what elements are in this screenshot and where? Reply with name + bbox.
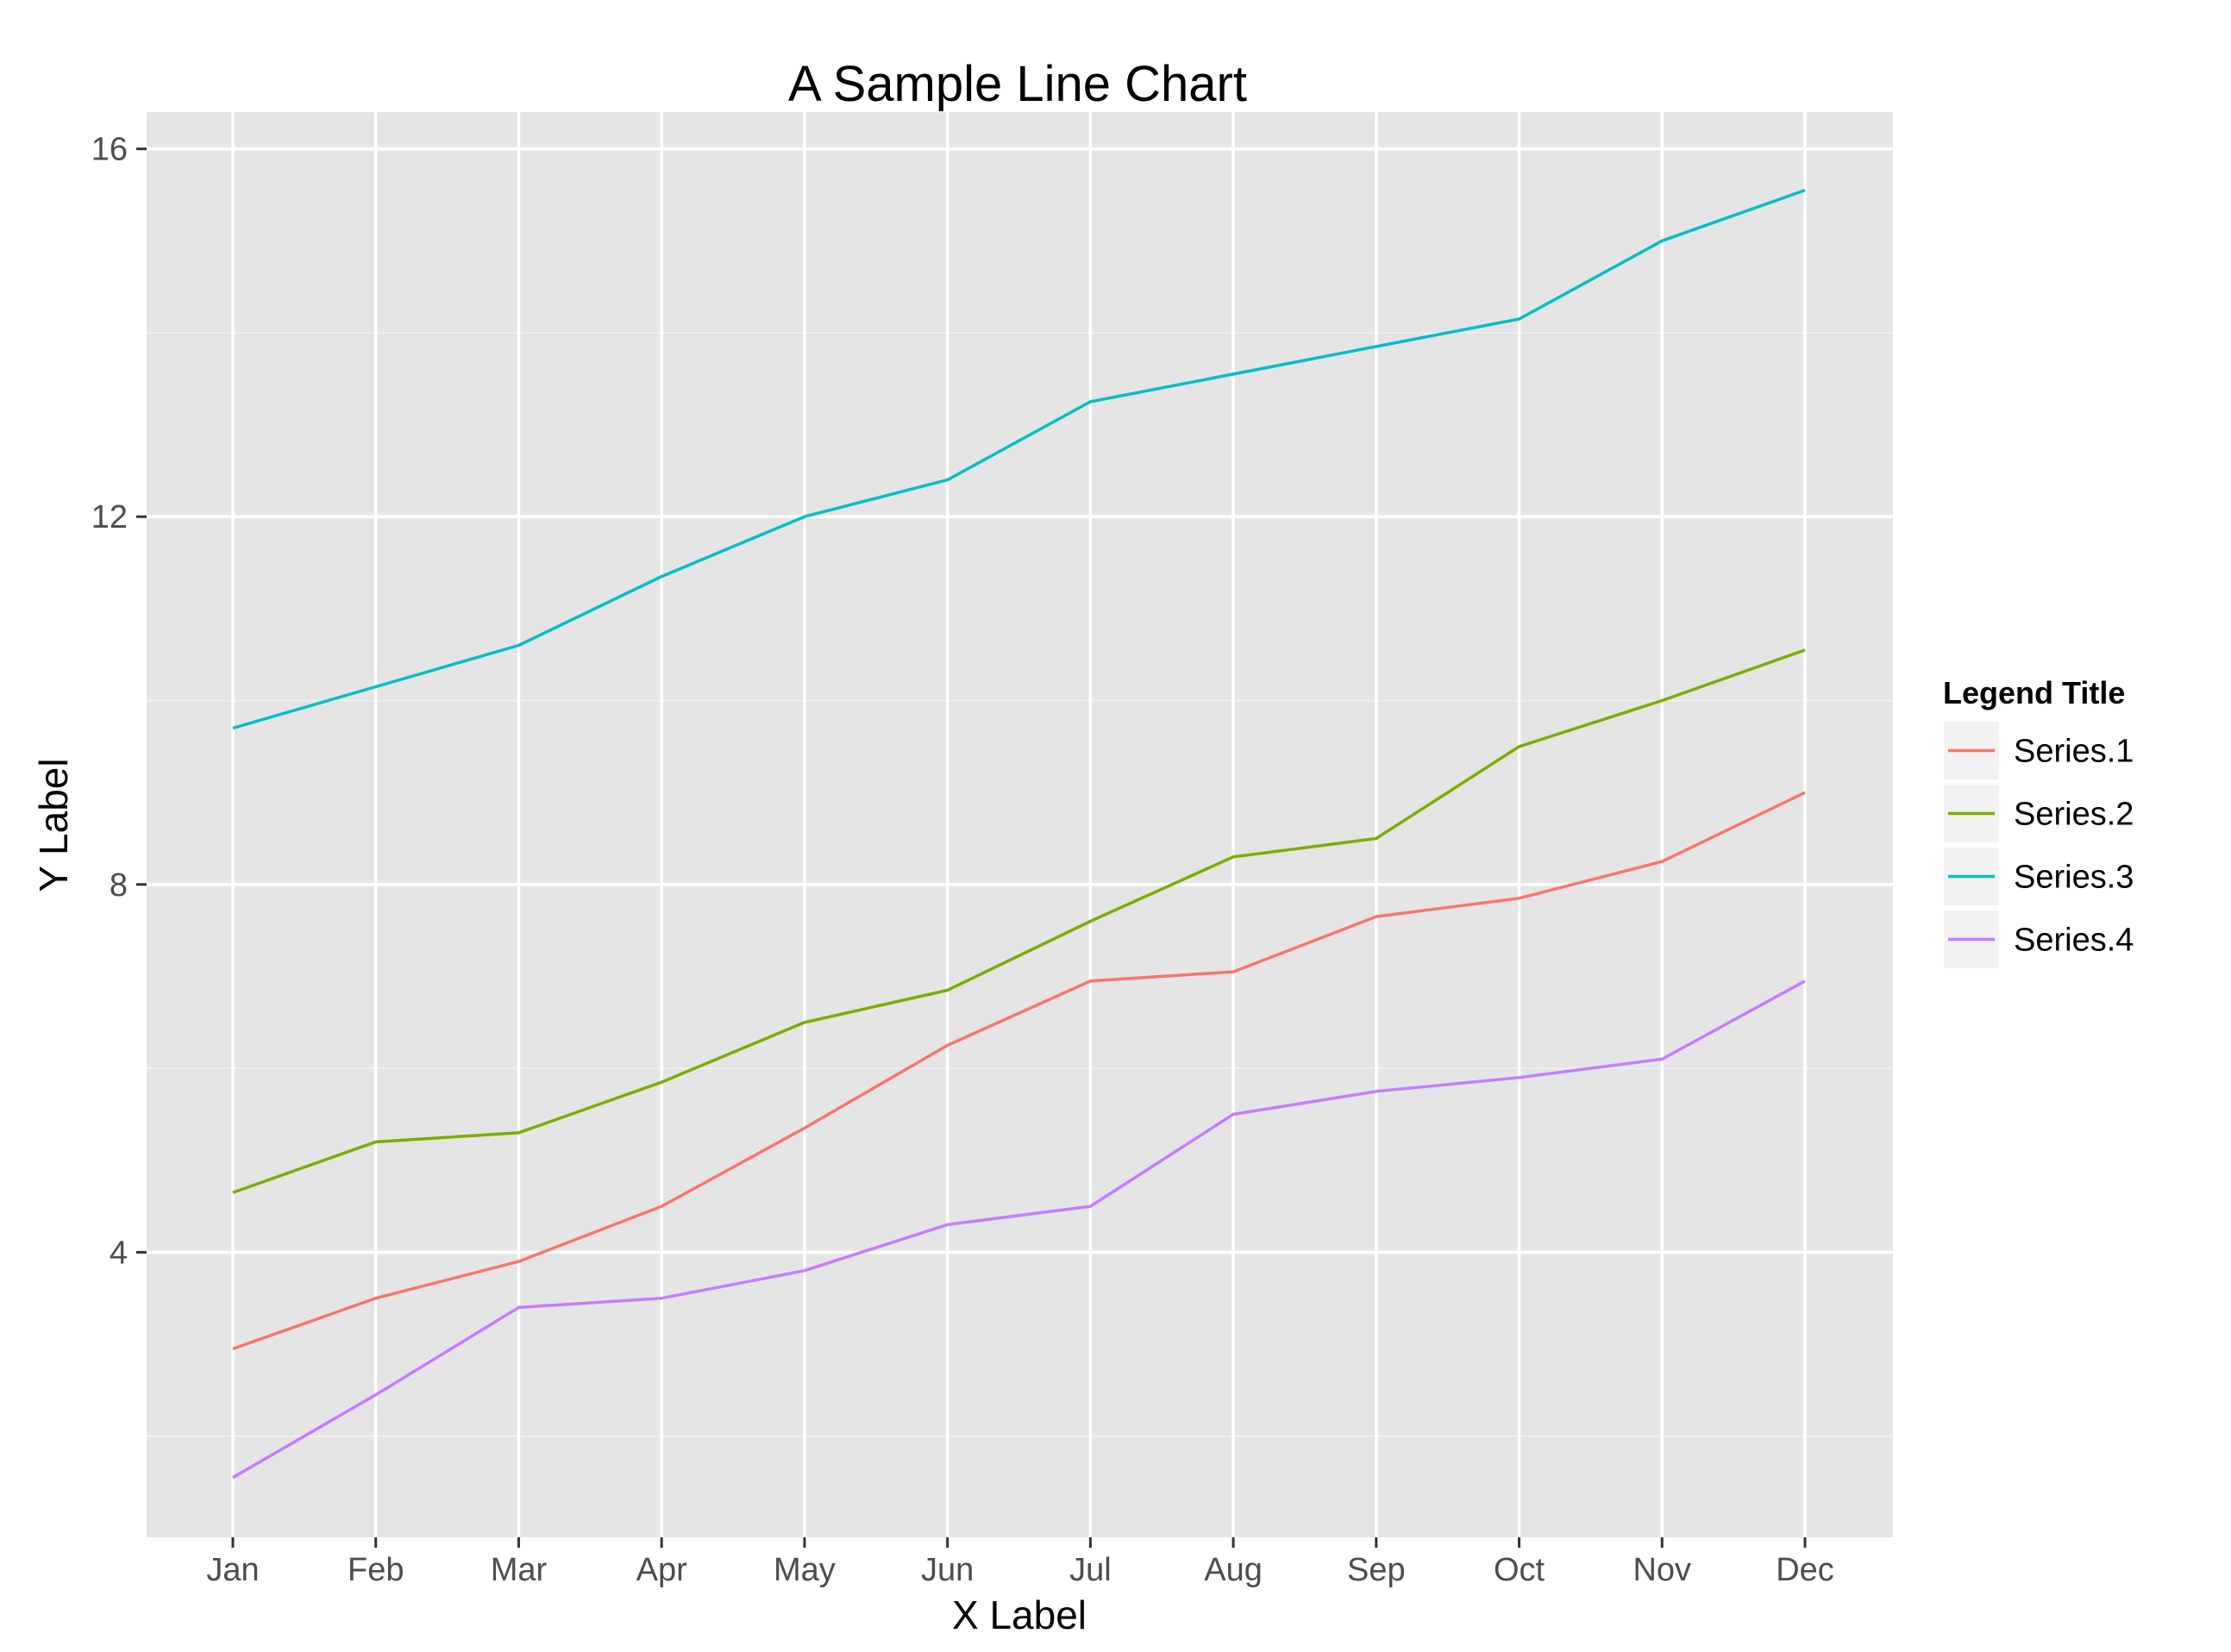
x-tick-label: Feb	[348, 1552, 404, 1588]
y-tick-label: 16	[91, 132, 128, 168]
y-axis-title: Y Label	[31, 758, 76, 892]
legend-item: Series.1	[1942, 720, 2134, 781]
series-line-2	[232, 648, 1806, 1194]
chart-title: A Sample Line Chart	[788, 56, 1247, 112]
x-tick-label: Jun	[921, 1552, 974, 1588]
x-tick-label: May	[774, 1552, 836, 1588]
x-tick-label: Jan	[206, 1552, 259, 1588]
legend-items: Series.1 Series.2 Series.3 Series.4	[1942, 720, 2134, 970]
x-axis: Jan Feb Mar Apr May Jun Jul Aug Sep Oct Nov Dec	[206, 1537, 1834, 1588]
legend-item: Series.4	[1942, 909, 2134, 970]
y-tick-label: 12	[91, 499, 128, 535]
y-tick-label: 8	[110, 867, 128, 904]
y-axis: 4 8 12 16	[91, 132, 147, 1271]
x-tick-label: Aug	[1204, 1552, 1263, 1588]
x-tick-label: Oct	[1494, 1552, 1545, 1588]
legend-title: Legend Title	[1943, 675, 2125, 710]
series-line-3	[232, 188, 1806, 730]
legend: Legend Title Series.1Series.2Series.3Ser…	[1942, 675, 2134, 970]
x-tick-label: Sep	[1347, 1552, 1406, 1588]
legend-label: Series.2	[2014, 797, 2134, 833]
x-axis-title: X Label	[952, 1593, 1087, 1637]
series-lines	[232, 188, 1806, 1480]
x-tick-label: Mar	[491, 1552, 548, 1588]
x-tick-label: Nov	[1633, 1552, 1691, 1588]
legend-label: Series.3	[2014, 860, 2134, 896]
legend-item: Series.2	[1942, 783, 2134, 844]
plot-panel	[147, 112, 1893, 1537]
x-tick-label: Dec	[1776, 1552, 1834, 1588]
grid-major	[147, 112, 1893, 1537]
legend-item: Series.3	[1942, 846, 2134, 907]
x-tick-label: Jul	[1069, 1552, 1112, 1588]
x-tick-label: Apr	[636, 1552, 687, 1588]
y-tick-label: 4	[110, 1235, 128, 1271]
legend-label: Series.1	[2014, 734, 2134, 770]
series-line-1	[232, 791, 1806, 1351]
series-line-4	[232, 979, 1806, 1480]
legend-label: Series.4	[2014, 923, 2134, 959]
